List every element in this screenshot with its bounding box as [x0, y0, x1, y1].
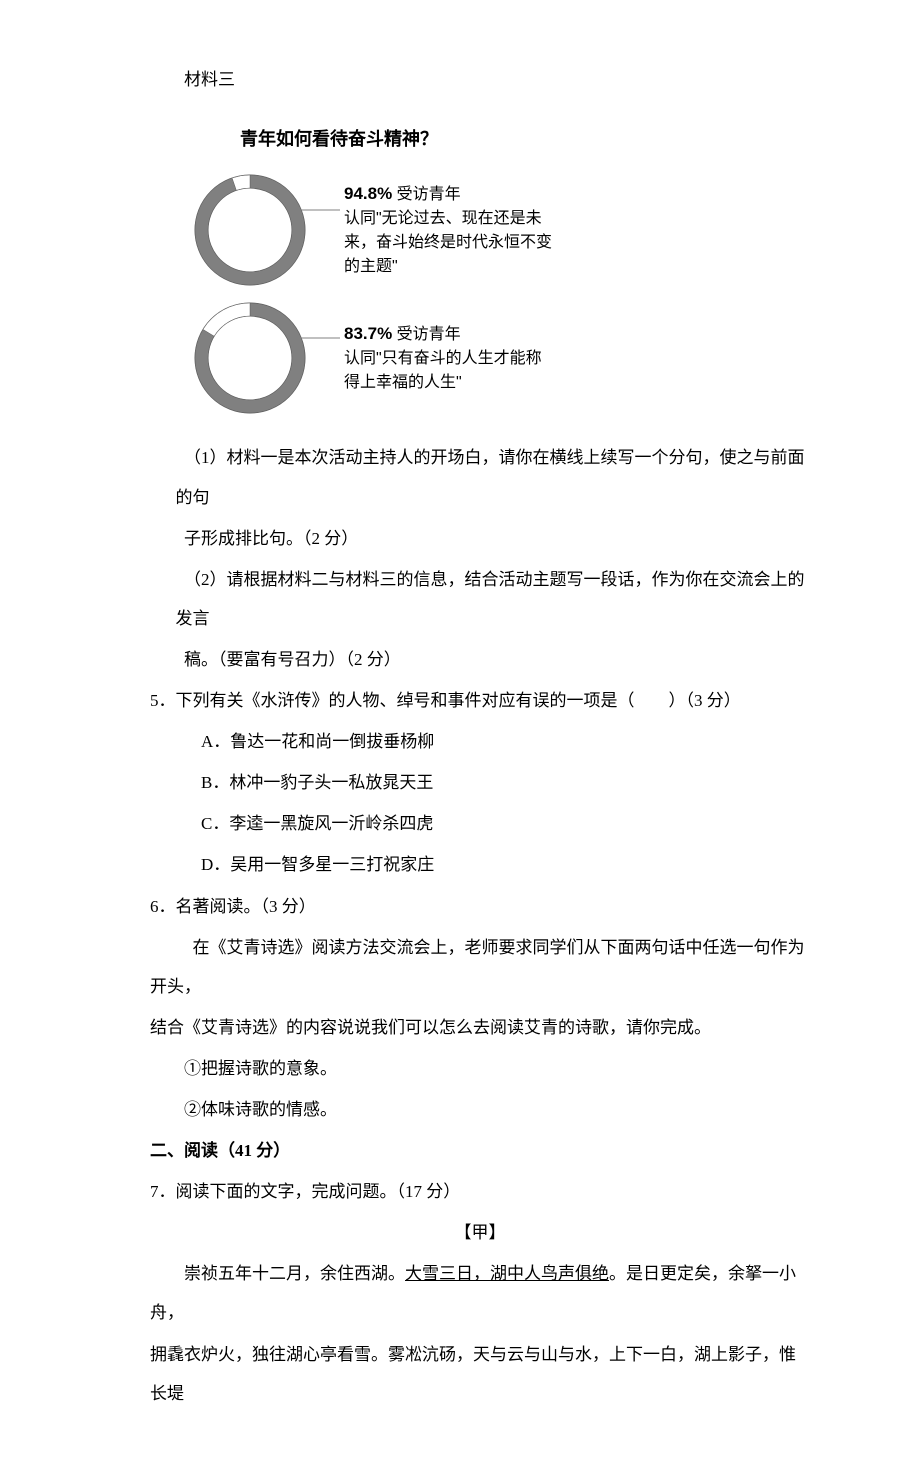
donut-1-desc3: 的主题" [344, 255, 552, 279]
donut-1-desc1: 认同"无论过去、现在还是未 [344, 207, 552, 231]
q5-optC: C．李逵一黑旋风一沂岭杀四虎 [201, 804, 810, 843]
donut-1-percent: 94.8% [344, 184, 392, 203]
q5-stem: 5．下列有关《水浒传》的人物、绰号和事件对应有误的一项是（ ）（3 分） [150, 681, 810, 720]
q4-sub2: （2）请根据材料二与材料三的信息，结合活动主题写一段话，作为你在交流会上的发言 [176, 560, 811, 638]
section2-heading: 二、阅读（41 分） [150, 1131, 810, 1170]
donut-2-desc2: 得上幸福的人生" [344, 371, 542, 395]
donut-2-percent: 83.7% [344, 324, 392, 343]
q5-optA: A．鲁达一花和尚一倒拔垂杨柳 [201, 722, 810, 761]
q7-para1: 崇祯五年十二月，余住西湖。大雪三日，湖中人鸟声俱绝。是日更定矣，余拏一小舟， [150, 1254, 810, 1332]
q7-para1-a: 崇祯五年十二月，余住西湖。 [184, 1264, 405, 1283]
q6-body1: 在《艾青诗选》阅读方法交流会上，老师要求同学们从下面两句话中任选一句作为开头， [150, 928, 810, 1006]
donut-chart-2 [190, 298, 340, 418]
donut-2-desc1: 认同"只有奋斗的人生才能称 [344, 347, 542, 371]
q6-opt2: ②体味诗歌的情感。 [184, 1090, 810, 1129]
q6-body2: 结合《艾青诗选》的内容说说我们可以怎么去阅读艾青的诗歌，请你完成。 [150, 1008, 810, 1047]
donut-2-suffix: 受访青年 [397, 326, 461, 343]
donut-chart-1 [190, 170, 340, 290]
donut-row-1: 94.8% 受访青年 认同"无论过去、现在还是未 来，奋斗始终是时代永恒不变 的… [190, 170, 810, 290]
q4-sub1b: 子形成排比句。（2 分） [184, 519, 810, 558]
q5-optD: D．吴用一智多星一三打祝家庄 [201, 845, 810, 884]
q7-stem: 7．阅读下面的文字，完成问题。（17 分） [150, 1172, 810, 1211]
q4-sub2b: 稿。（要富有号召力）（2 分） [184, 640, 810, 679]
q6-opt1: ①把握诗歌的意象。 [184, 1049, 810, 1088]
donut-1-desc2: 来，奋斗始终是时代永恒不变 [344, 231, 552, 255]
q7-part-label: 【甲】 [150, 1213, 810, 1252]
donut-1-suffix: 受访青年 [397, 186, 461, 203]
q4-sub1: （1）材料一是本次活动主持人的开场白，请你在横线上续写一个分句，使之与前面的句 [176, 438, 811, 516]
q7-para1-underline: 大雪三日，湖中人鸟声俱绝 [405, 1264, 609, 1283]
chart-title: 青年如何看待奋斗精神？ [240, 119, 810, 160]
material3-label: 材料三 [150, 60, 810, 99]
donut-row-2: 83.7% 受访青年 认同"只有奋斗的人生才能称 得上幸福的人生" [190, 298, 810, 418]
q7-para2: 拥毳衣炉火，独往湖心亭看雪。雾凇沆砀，天与云与山与水，上下一白，湖上影子，惟长堤 [150, 1335, 810, 1413]
q6-stem: 6．名著阅读。（3 分） [150, 887, 810, 926]
donut-text-1: 94.8% 受访青年 认同"无论过去、现在还是未 来，奋斗始终是时代永恒不变 的… [344, 181, 552, 279]
q5-optB: B．林冲一豹子头一私放晁天王 [201, 763, 810, 802]
donut-text-2: 83.7% 受访青年 认同"只有奋斗的人生才能称 得上幸福的人生" [344, 321, 542, 395]
chart-section: 青年如何看待奋斗精神？ 94.8% 受访青年 认同"无论过去、现在还是未 [190, 119, 810, 418]
